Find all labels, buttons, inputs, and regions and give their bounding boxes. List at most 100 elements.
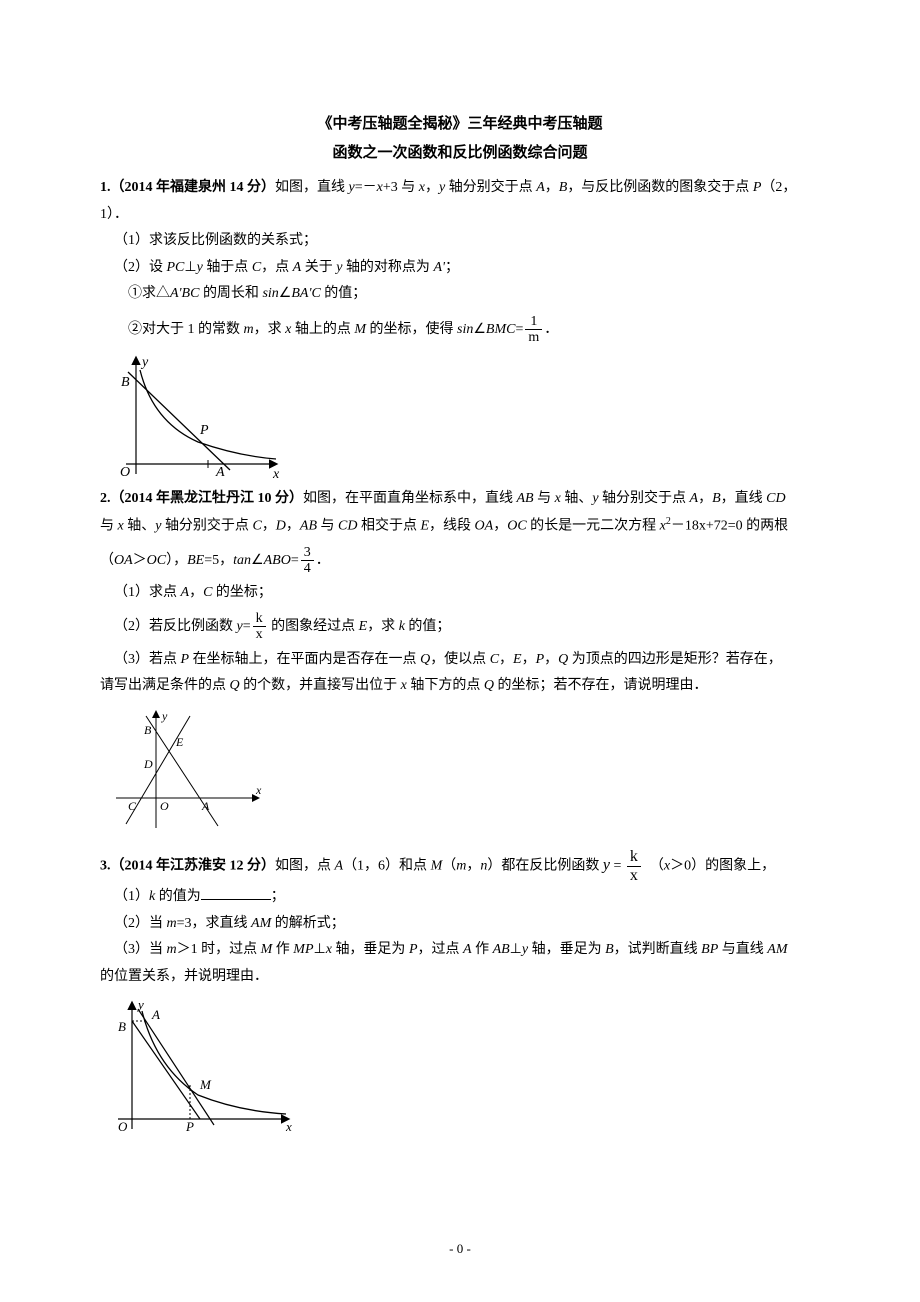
svg-text:E: E bbox=[175, 735, 184, 749]
q: Q bbox=[558, 652, 568, 667]
t: （ bbox=[650, 858, 664, 873]
p2-prefix: 2.（2014 年黑龙江牡丹江 10 分） bbox=[100, 491, 303, 506]
t: =3，求直线 bbox=[177, 916, 251, 931]
t: ； bbox=[271, 889, 285, 904]
p2-q1: （1）求点 A，C 的坐标； bbox=[100, 580, 820, 607]
t: （3）若点 bbox=[114, 652, 181, 667]
p1-prefix: 1.（2014 年福建泉州 14 分） bbox=[100, 180, 275, 195]
t: 轴分别交于点 bbox=[599, 491, 690, 506]
t: 与直线 bbox=[718, 942, 767, 957]
t: ， bbox=[522, 652, 536, 667]
e: E bbox=[513, 652, 522, 667]
t: ，过点 bbox=[418, 942, 464, 957]
fraction-kx2: kx bbox=[627, 848, 641, 884]
m: M bbox=[431, 858, 443, 873]
p: P bbox=[536, 652, 545, 667]
oa: OA bbox=[475, 519, 494, 534]
q: Q bbox=[420, 652, 430, 667]
t: = bbox=[243, 619, 251, 634]
t: 的值； bbox=[321, 286, 367, 301]
y: y bbox=[603, 856, 610, 873]
den: 4 bbox=[301, 561, 314, 576]
p: P bbox=[409, 942, 418, 957]
t: 的图象经过点 bbox=[268, 619, 359, 634]
p2-figure: y x O B D E C A bbox=[108, 706, 820, 836]
p1-q2-1: ①求△A'BC 的周长和 sin∠BA'C 的值； bbox=[100, 281, 820, 308]
p1-t: ，与反比例函数的图象交于点 bbox=[567, 180, 753, 195]
p2-graph-svg: y x O B D E C A bbox=[108, 706, 268, 836]
b: B bbox=[712, 491, 721, 506]
t: ∠ bbox=[251, 553, 264, 568]
t: 的值； bbox=[405, 619, 451, 634]
svg-text:B: B bbox=[121, 375, 130, 390]
p1-q2: （2）设 PC⊥y 轴于点 C，点 A 关于 y 轴的对称点为 A'； bbox=[100, 255, 820, 282]
t: = bbox=[291, 553, 299, 568]
sin: sin bbox=[457, 322, 473, 337]
den: x bbox=[627, 867, 641, 885]
t: （1）求点 bbox=[114, 585, 181, 600]
p1-t: =－ bbox=[355, 180, 377, 195]
mm: m bbox=[456, 858, 466, 873]
t: 的坐标，使得 bbox=[366, 322, 457, 337]
m: m bbox=[167, 942, 177, 957]
p1-graph-svg: y x O B A P bbox=[108, 352, 286, 480]
svg-text:y: y bbox=[140, 355, 149, 370]
den: x bbox=[253, 627, 266, 642]
t: ， bbox=[466, 858, 480, 873]
t: 请写出满足条件的点 bbox=[100, 678, 230, 693]
num: 3 bbox=[301, 545, 314, 561]
t: ）， bbox=[166, 553, 187, 568]
t: ， bbox=[499, 652, 513, 667]
p1-t: ， bbox=[425, 180, 439, 195]
t: ， bbox=[544, 652, 558, 667]
ab: AB bbox=[300, 519, 317, 534]
tan: tan bbox=[233, 553, 251, 568]
den: m bbox=[525, 330, 542, 345]
svg-text:x: x bbox=[285, 1119, 292, 1134]
p3-q3: （3）当 m＞1 时，过点 M 作 MP⊥x 轴，垂足为 P，过点 A 作 AB… bbox=[100, 937, 820, 964]
p3-graph-svg: y x O B A M P bbox=[108, 997, 298, 1137]
t: ， bbox=[698, 491, 712, 506]
p2-heading: 2.（2014 年黑龙江牡丹江 10 分）如图，在平面直角坐标系中，直线 AB … bbox=[100, 486, 820, 513]
mp: MP bbox=[293, 942, 313, 957]
svg-text:A: A bbox=[215, 465, 225, 480]
c: C bbox=[252, 519, 261, 534]
svg-text:P: P bbox=[199, 423, 209, 438]
t: （2）设 bbox=[114, 260, 167, 275]
doc-title: 《中考压轴题全揭秘》三年经典中考压轴题 bbox=[100, 110, 820, 139]
a: A bbox=[293, 260, 302, 275]
t: 作 bbox=[272, 942, 293, 957]
num: 1 bbox=[525, 314, 542, 330]
p1-t: （2， bbox=[761, 180, 796, 195]
p2-q3: （3）若点 P 在坐标轴上，在平面内是否存在一点 Q，使以点 C，E，P，Q 为… bbox=[100, 647, 820, 674]
p3-q1: （1）k 的值为； bbox=[100, 884, 820, 911]
svg-text:x: x bbox=[272, 467, 280, 480]
d: D bbox=[276, 519, 286, 534]
t: 轴、 bbox=[561, 491, 593, 506]
t: 轴、 bbox=[124, 519, 156, 534]
b: B bbox=[605, 942, 614, 957]
svg-text:B: B bbox=[144, 723, 152, 737]
q: Q bbox=[230, 678, 240, 693]
svg-text:A: A bbox=[201, 799, 210, 813]
t: （ bbox=[442, 858, 456, 873]
t: ， bbox=[493, 519, 507, 534]
t: ． bbox=[316, 553, 330, 568]
t: ）都在反比例函数 bbox=[487, 858, 603, 873]
doc-subtitle: 函数之一次函数和反比例函数综合问题 bbox=[100, 139, 820, 168]
t: ； bbox=[445, 260, 459, 275]
t: 轴下方的点 bbox=[407, 678, 484, 693]
oc: OC bbox=[507, 519, 526, 534]
t: 在坐标轴上，在平面内是否存在一点 bbox=[189, 652, 420, 667]
fraction-1m: 1m bbox=[525, 314, 542, 346]
t: ，使以点 bbox=[430, 652, 490, 667]
p1-q2-2: ②对大于 1 的常数 m，求 x 轴上的点 M 的坐标，使得 sin∠BMC=1… bbox=[100, 314, 820, 346]
abc: A'BC bbox=[170, 286, 199, 301]
svg-text:O: O bbox=[160, 799, 169, 813]
p1-t: 轴分别交于点 bbox=[445, 180, 536, 195]
num: k bbox=[627, 848, 641, 867]
c: C bbox=[252, 260, 261, 275]
M: M bbox=[261, 942, 273, 957]
cd: CD bbox=[338, 519, 357, 534]
oc: OC bbox=[147, 553, 166, 568]
